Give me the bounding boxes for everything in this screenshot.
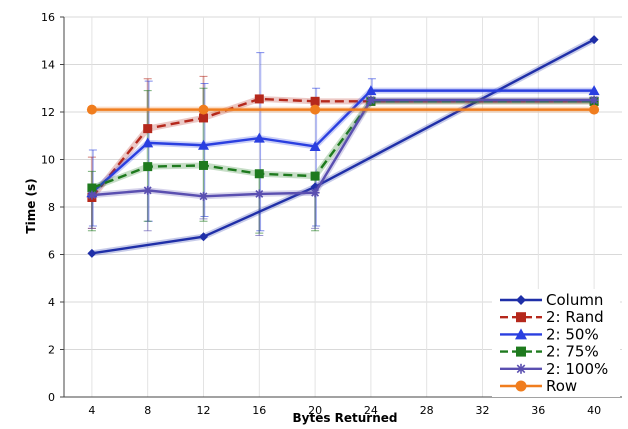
error-bars: [87, 52, 376, 236]
x-tick-label: 8: [144, 404, 151, 417]
y-axis-title: Time (s): [24, 178, 38, 233]
data-point-2-100-: [87, 190, 97, 200]
series-line-column: [91, 38, 595, 255]
y-tick-label: 0: [48, 391, 55, 404]
data-point-2-100-: [254, 189, 264, 199]
data-point-2-rand: [143, 124, 153, 134]
data-point-2-rand: [199, 113, 208, 123]
data-point-2-75-: [199, 160, 208, 170]
data-point-row: [310, 104, 321, 115]
data-point-2-75-: [143, 162, 153, 172]
legend-label-2-75-: 2: 75%: [546, 343, 599, 361]
data-point-row: [198, 104, 209, 115]
x-tick-label: 40: [587, 404, 601, 417]
data-point-2-75-: [87, 183, 97, 193]
x-tick-label: 20: [308, 404, 322, 417]
legend-label-2-100-: 2: 100%: [546, 360, 608, 378]
star-stroke: [143, 186, 152, 195]
data-point-2-100-: [589, 95, 599, 105]
x-tick-label: 32: [476, 404, 490, 417]
data-point-column: [199, 232, 208, 242]
x-tick-label: 36: [531, 404, 545, 417]
star-stroke: [366, 96, 375, 105]
data-point-2-50-: [198, 139, 209, 150]
grid-lines: [64, 16, 622, 397]
legend-box: [492, 289, 620, 397]
data-point-2-50-: [253, 132, 265, 143]
data-point-2-50-: [588, 85, 600, 96]
data-point-row: [589, 104, 600, 115]
legend-label-2-50-: 2: 50%: [546, 325, 599, 343]
data-point-row: [86, 104, 97, 115]
data-point-2-75-: [310, 171, 320, 181]
y-tick-label: 16: [41, 11, 55, 24]
legend-label-column: Column: [546, 291, 603, 309]
legend-marker-column: [516, 295, 526, 305]
star-stroke: [590, 96, 599, 105]
star-stroke: [87, 191, 96, 200]
legend-marker-row: [515, 380, 527, 392]
x-tick-label: 24: [364, 404, 378, 417]
legend-label-2-rand: 2: Rand: [546, 308, 604, 326]
data-point-2-rand: [254, 94, 264, 104]
x-axis-title: Bytes Returned: [292, 411, 397, 425]
y-tick-label: 14: [41, 59, 55, 72]
data-point-2-50-: [142, 137, 154, 148]
star-stroke: [255, 189, 264, 198]
x-tick-label: 16: [252, 404, 266, 417]
data-point-2-100-: [366, 95, 376, 105]
data-point-2-100-: [143, 185, 153, 195]
star-stroke: [199, 192, 208, 201]
y-tick-label: 2: [48, 344, 55, 357]
legend-label-row: Row: [546, 377, 577, 395]
y-tick-label: 6: [48, 249, 55, 262]
star-stroke: [311, 188, 320, 197]
legend-marker-2-rand: [516, 312, 526, 323]
data-point-2-50-: [365, 85, 377, 96]
data-point-2-100-: [199, 191, 208, 201]
legend-marker-2-100-: [516, 363, 526, 374]
x-tick-label: 4: [88, 404, 95, 417]
data-point-column: [589, 35, 599, 45]
data-point-2-50-: [309, 140, 321, 151]
data-point-2-100-: [310, 188, 320, 198]
y-tick-label: 4: [48, 296, 55, 309]
y-tick-label: 12: [41, 106, 55, 119]
y-tick-label: 10: [41, 154, 55, 167]
legend-marker-2-50-: [515, 328, 527, 340]
series-lines: [86, 35, 600, 258]
data-point-2-rand: [310, 96, 320, 106]
star-stroke: [516, 364, 526, 374]
data-point-2-75-: [254, 169, 264, 179]
x-tick-label: 12: [197, 404, 211, 417]
data-point-column: [87, 248, 97, 258]
legend-marker-2-75-: [516, 346, 526, 357]
x-tick-label: 28: [420, 404, 434, 417]
y-tick-label: 8: [48, 201, 55, 214]
